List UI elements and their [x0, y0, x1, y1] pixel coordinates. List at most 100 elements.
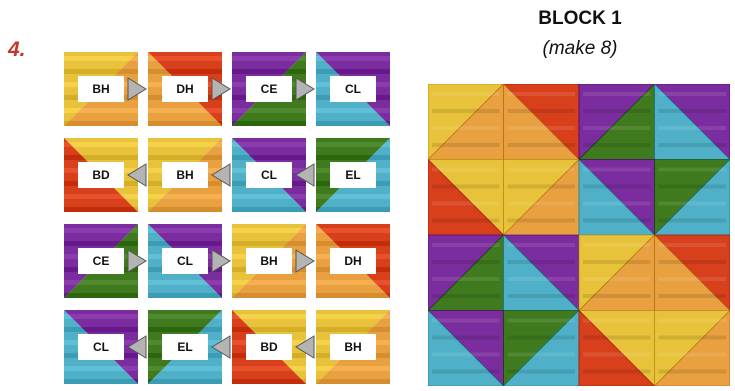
arrow-right-icon [126, 248, 148, 274]
fabric-texture-band [432, 167, 500, 172]
unit-label: CE [246, 76, 292, 102]
arrow-left-icon [294, 162, 316, 188]
fabric-texture-band [432, 318, 500, 323]
fabric-texture-band [432, 109, 500, 113]
fabric-texture-band [507, 201, 575, 206]
fabric-texture-band [658, 352, 726, 357]
fabric-texture-band [658, 277, 726, 281]
fabric-texture-band [658, 126, 726, 130]
unit-label: EL [162, 334, 208, 360]
fabric-texture-band [583, 184, 651, 189]
fabric-texture-band [507, 352, 575, 357]
block-1-quilt-image [427, 83, 731, 387]
fabric-texture-band [432, 218, 500, 223]
fabric-texture-band [507, 167, 575, 172]
unit-label: BD [78, 162, 124, 188]
fabric-texture-band [583, 260, 651, 264]
arrow-right-icon [294, 248, 316, 274]
fabric-texture-band [583, 243, 651, 247]
hst-unit-bh: BH [148, 138, 222, 212]
fabric-texture-band [432, 143, 500, 147]
fabric-texture-band [658, 92, 726, 96]
fabric-texture-band [658, 109, 726, 113]
unit-label: CL [246, 162, 292, 188]
arrow-right-icon [294, 76, 316, 102]
fabric-texture-band [507, 335, 575, 340]
hst-unit-ce: CE [232, 52, 306, 126]
arrow-left-icon [210, 162, 232, 188]
arrow-left-icon [126, 162, 148, 188]
unit-label: CE [78, 248, 124, 274]
fabric-texture-band [658, 318, 726, 323]
fabric-texture-band [507, 218, 575, 223]
fabric-texture-band [432, 184, 500, 189]
hst-unit-el: EL [316, 138, 390, 212]
fabric-texture-band [507, 260, 575, 264]
fabric-texture-band [432, 352, 500, 357]
fabric-texture-band [658, 335, 726, 340]
unit-label: DH [162, 76, 208, 102]
fabric-texture-band [507, 109, 575, 113]
hst-unit-el: EL [148, 310, 222, 384]
unit-label: BH [246, 248, 292, 274]
fabric-texture-band [507, 92, 575, 96]
hst-unit-dh: DH [148, 52, 222, 126]
fabric-texture-band [658, 143, 726, 147]
arrow-left-icon [210, 334, 232, 360]
fabric-texture-band [583, 335, 651, 340]
fabric-texture-band [583, 277, 651, 281]
unit-label: BH [330, 334, 376, 360]
fabric-texture-band [432, 243, 500, 247]
fabric-texture-band [507, 277, 575, 281]
hst-unit-bd: BD [64, 138, 138, 212]
arrow-left-icon [126, 334, 148, 360]
fabric-texture-band [583, 167, 651, 172]
arrow-right-icon [210, 76, 232, 102]
fabric-texture-band [432, 126, 500, 130]
unit-label: CL [78, 334, 124, 360]
hst-unit-cl: CL [148, 224, 222, 298]
hst-unit-bh: BH [316, 310, 390, 384]
fabric-texture-band [432, 294, 500, 298]
unit-label: DH [330, 248, 376, 274]
step-number: 4. [8, 38, 26, 61]
fabric-texture-band [507, 143, 575, 147]
fabric-texture-band [432, 277, 500, 281]
hst-unit-cl: CL [316, 52, 390, 126]
fabric-texture-band [583, 294, 651, 298]
unit-label: BH [162, 162, 208, 188]
fabric-texture-band [583, 143, 651, 147]
fabric-texture-band [507, 369, 575, 374]
fabric-texture-band [658, 369, 726, 374]
arrow-right-icon [210, 248, 232, 274]
fabric-texture-band [507, 318, 575, 323]
fabric-texture-band [507, 126, 575, 130]
unit-label: BD [246, 334, 292, 360]
hst-unit-cl: CL [64, 310, 138, 384]
fabric-texture-band [432, 260, 500, 264]
hst-unit-bh: BH [64, 52, 138, 126]
hst-unit-ce: CE [64, 224, 138, 298]
fabric-texture-band [583, 126, 651, 130]
fabric-texture-band [507, 243, 575, 247]
block-title: BLOCK 1 [538, 8, 622, 29]
fabric-texture-band [583, 218, 651, 223]
fabric-texture-band [658, 201, 726, 206]
fabric-texture-band [583, 201, 651, 206]
finished-block [427, 83, 731, 387]
fabric-texture-band [658, 260, 726, 264]
arrow-left-icon [294, 334, 316, 360]
fabric-texture-band [658, 294, 726, 298]
unit-label: CL [330, 76, 376, 102]
block-subtitle: (make 8) [542, 38, 618, 59]
arrow-right-icon [126, 76, 148, 102]
unit-label: BH [78, 76, 124, 102]
fabric-texture-band [507, 184, 575, 189]
unit-label: EL [330, 162, 376, 188]
fabric-texture-band [432, 201, 500, 206]
fabric-texture-band [583, 369, 651, 374]
fabric-texture-band [583, 352, 651, 357]
fabric-texture-band [658, 218, 726, 223]
hst-unit-cl: CL [232, 138, 306, 212]
